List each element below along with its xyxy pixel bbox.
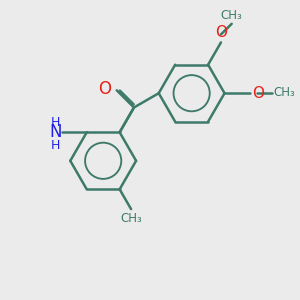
Text: CH₃: CH₃ — [273, 86, 295, 99]
Text: CH₃: CH₃ — [120, 212, 142, 225]
Text: O: O — [252, 86, 264, 101]
Text: O: O — [99, 80, 112, 98]
Text: H: H — [51, 139, 60, 152]
Text: N: N — [49, 123, 62, 141]
Text: O: O — [215, 25, 227, 40]
Text: H: H — [51, 116, 60, 129]
Text: CH₃: CH₃ — [221, 9, 243, 22]
